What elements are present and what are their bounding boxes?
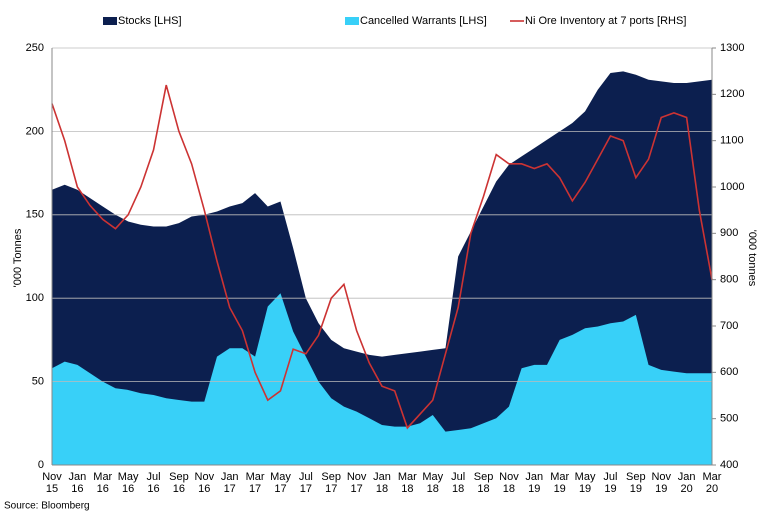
legend-label: Cancelled Warrants [LHS] (360, 15, 487, 27)
x-tick-label: Mar 17 (245, 471, 265, 495)
x-tick-label: May 16 (117, 471, 139, 495)
x-tick-label: Jul 19 (603, 471, 618, 495)
y-axis-label: '000 Tonnes (12, 228, 24, 287)
y2-tick-label: 700 (720, 320, 738, 332)
y2-tick-label: 500 (720, 413, 738, 425)
x-tick-label: Sep 17 (321, 471, 341, 495)
y-tick-label: 50 (32, 376, 44, 388)
x-tick-label: Mar 20 (702, 471, 722, 495)
legend-label: Stocks [LHS] (118, 15, 182, 27)
y-tick-label: 250 (26, 42, 44, 54)
x-tick-label: Jul 18 (451, 471, 466, 495)
y2-tick-label: 1000 (720, 181, 744, 193)
y-tick-label: 100 (26, 292, 44, 304)
y2-tick-label: 800 (720, 274, 738, 286)
y-tick-label: 150 (26, 209, 44, 221)
x-tick-label: Nov 17 (346, 471, 367, 495)
legend-swatch (345, 17, 359, 25)
y2-tick-label: 1100 (720, 135, 744, 147)
x-tick-label: May 17 (270, 471, 291, 495)
x-tick-label: Jan 20 (677, 471, 696, 495)
legend-swatch (103, 17, 117, 25)
x-tick-label: Nov 15 (42, 471, 62, 495)
y2-tick-label: 900 (720, 227, 738, 239)
x-tick-label: Jul 16 (146, 471, 161, 495)
x-tick-label: Jan 16 (68, 471, 87, 495)
x-tick-label: Sep 18 (473, 471, 494, 495)
x-tick-label: Nov 19 (651, 471, 671, 495)
x-tick-label: Nov 18 (499, 471, 519, 495)
y2-tick-label: 1300 (720, 42, 744, 54)
x-tick-label: Mar 18 (397, 471, 417, 495)
x-tick-label: May 18 (422, 471, 444, 495)
source-note: Source: Bloomberg (4, 501, 90, 512)
y-tick-label: 200 (26, 125, 44, 137)
x-tick-label: Jan 19 (525, 471, 544, 495)
area (52, 293, 712, 465)
y2-tick-label: 600 (720, 366, 738, 378)
legend-label: Ni Ore Inventory at 7 ports [RHS] (525, 15, 686, 27)
line (51, 84, 713, 430)
x-tick-label: Nov 16 (194, 471, 215, 495)
x-tick-label: Mar 16 (93, 471, 113, 495)
y2-tick-label: 400 (720, 459, 738, 471)
x-tick-label: Sep 16 (169, 471, 189, 495)
x-tick-label: Jan 17 (220, 471, 239, 495)
y2-tick-label: 1200 (720, 88, 744, 100)
y-tick-label: 0 (38, 459, 44, 471)
x-tick-label: Mar 19 (550, 471, 570, 495)
x-tick-label: Jul 17 (298, 471, 313, 495)
x-tick-label: Jan 18 (373, 471, 391, 495)
x-tick-label: May 19 (574, 471, 596, 495)
y2-axis-label: '000 tonnes (746, 230, 758, 287)
x-tick-label: Sep 19 (626, 471, 646, 495)
